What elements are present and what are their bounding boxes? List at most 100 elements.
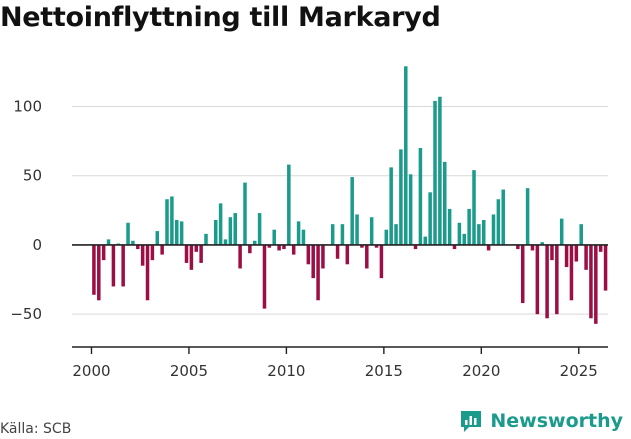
bar [457,222,462,245]
bar [170,196,174,245]
bar [438,96,442,245]
bar [140,244,145,266]
bar [233,213,237,245]
bar [165,199,169,245]
bar [291,244,296,255]
bar [199,244,203,263]
bar [145,244,150,301]
gridlines [72,105,608,315]
bar [408,174,413,245]
bar [213,220,218,245]
bar [550,244,554,261]
bar [501,189,505,245]
bar [447,208,452,245]
bar [496,199,501,245]
x-tick-label: 2015 [365,362,403,380]
bar [481,220,486,245]
bar [316,244,320,301]
x-tick-label: 2020 [462,362,500,380]
bar [267,244,272,248]
bar [603,244,608,291]
bar [238,244,242,269]
x-tick-label: 2005 [170,362,208,380]
x-tick-label: 2025 [560,362,598,380]
bar [559,218,564,245]
bar [248,244,252,254]
bar [491,214,496,245]
bar [520,244,525,304]
bar [365,244,369,269]
bar [428,192,432,245]
bar [101,244,106,261]
newsworthy-icon [461,411,482,432]
bar [277,244,281,251]
bar [243,182,247,245]
bar [418,148,423,245]
bar [569,244,574,301]
bar [345,244,350,265]
bar [296,221,301,245]
bar [423,236,428,245]
bar [111,244,116,287]
bar [530,244,535,251]
brand-name: Newsworthy [490,410,623,432]
y-axis-labels: −50 0 50 100 [10,97,42,323]
bar [535,244,540,315]
bar [545,244,549,319]
bar [579,224,583,245]
source-label: Källa: SCB [0,421,72,437]
bar [355,214,359,245]
bar [374,244,379,248]
x-tick-label: 2000 [72,362,110,380]
y-tick-label: 100 [13,97,42,115]
brand-logo[interactable]: Newsworthy [458,408,623,434]
bar [369,217,374,245]
bars [92,66,608,324]
bar [160,244,164,255]
bar [126,222,130,245]
bar [179,221,184,245]
chart-title: Nettoinflyttning till Markaryd [0,2,441,33]
bar [540,242,544,245]
bar [218,203,223,245]
bar [262,244,267,309]
bar [150,244,155,261]
bar [194,244,199,252]
bar [257,213,262,245]
bar [131,240,135,245]
x-axis: 2000 2005 2010 2015 2020 2025 [72,346,608,380]
bar [335,244,340,259]
bar [155,231,160,245]
bar [525,188,530,245]
bar [486,244,491,251]
bar [184,244,189,263]
bar [330,224,335,245]
bar [379,244,384,279]
bar [462,233,467,245]
bar [443,161,447,245]
bar [394,224,398,245]
bar [282,244,286,250]
x-tick-label: 2010 [267,362,305,380]
bar [121,244,125,287]
bar [384,229,389,245]
bar [589,244,593,319]
bar [452,244,457,250]
bar [287,164,291,245]
bar [136,244,140,250]
bar [360,244,364,248]
bar [564,244,569,268]
bar [175,220,179,245]
bar [433,100,437,245]
bar [106,239,111,245]
bar [413,244,418,250]
bar [204,233,208,245]
y-tick-label: 50 [23,167,42,185]
bar [311,244,315,279]
bar [555,244,559,315]
bar [477,224,481,245]
y-tick-label: −50 [10,305,42,323]
bar [189,244,194,270]
bar [306,244,311,265]
